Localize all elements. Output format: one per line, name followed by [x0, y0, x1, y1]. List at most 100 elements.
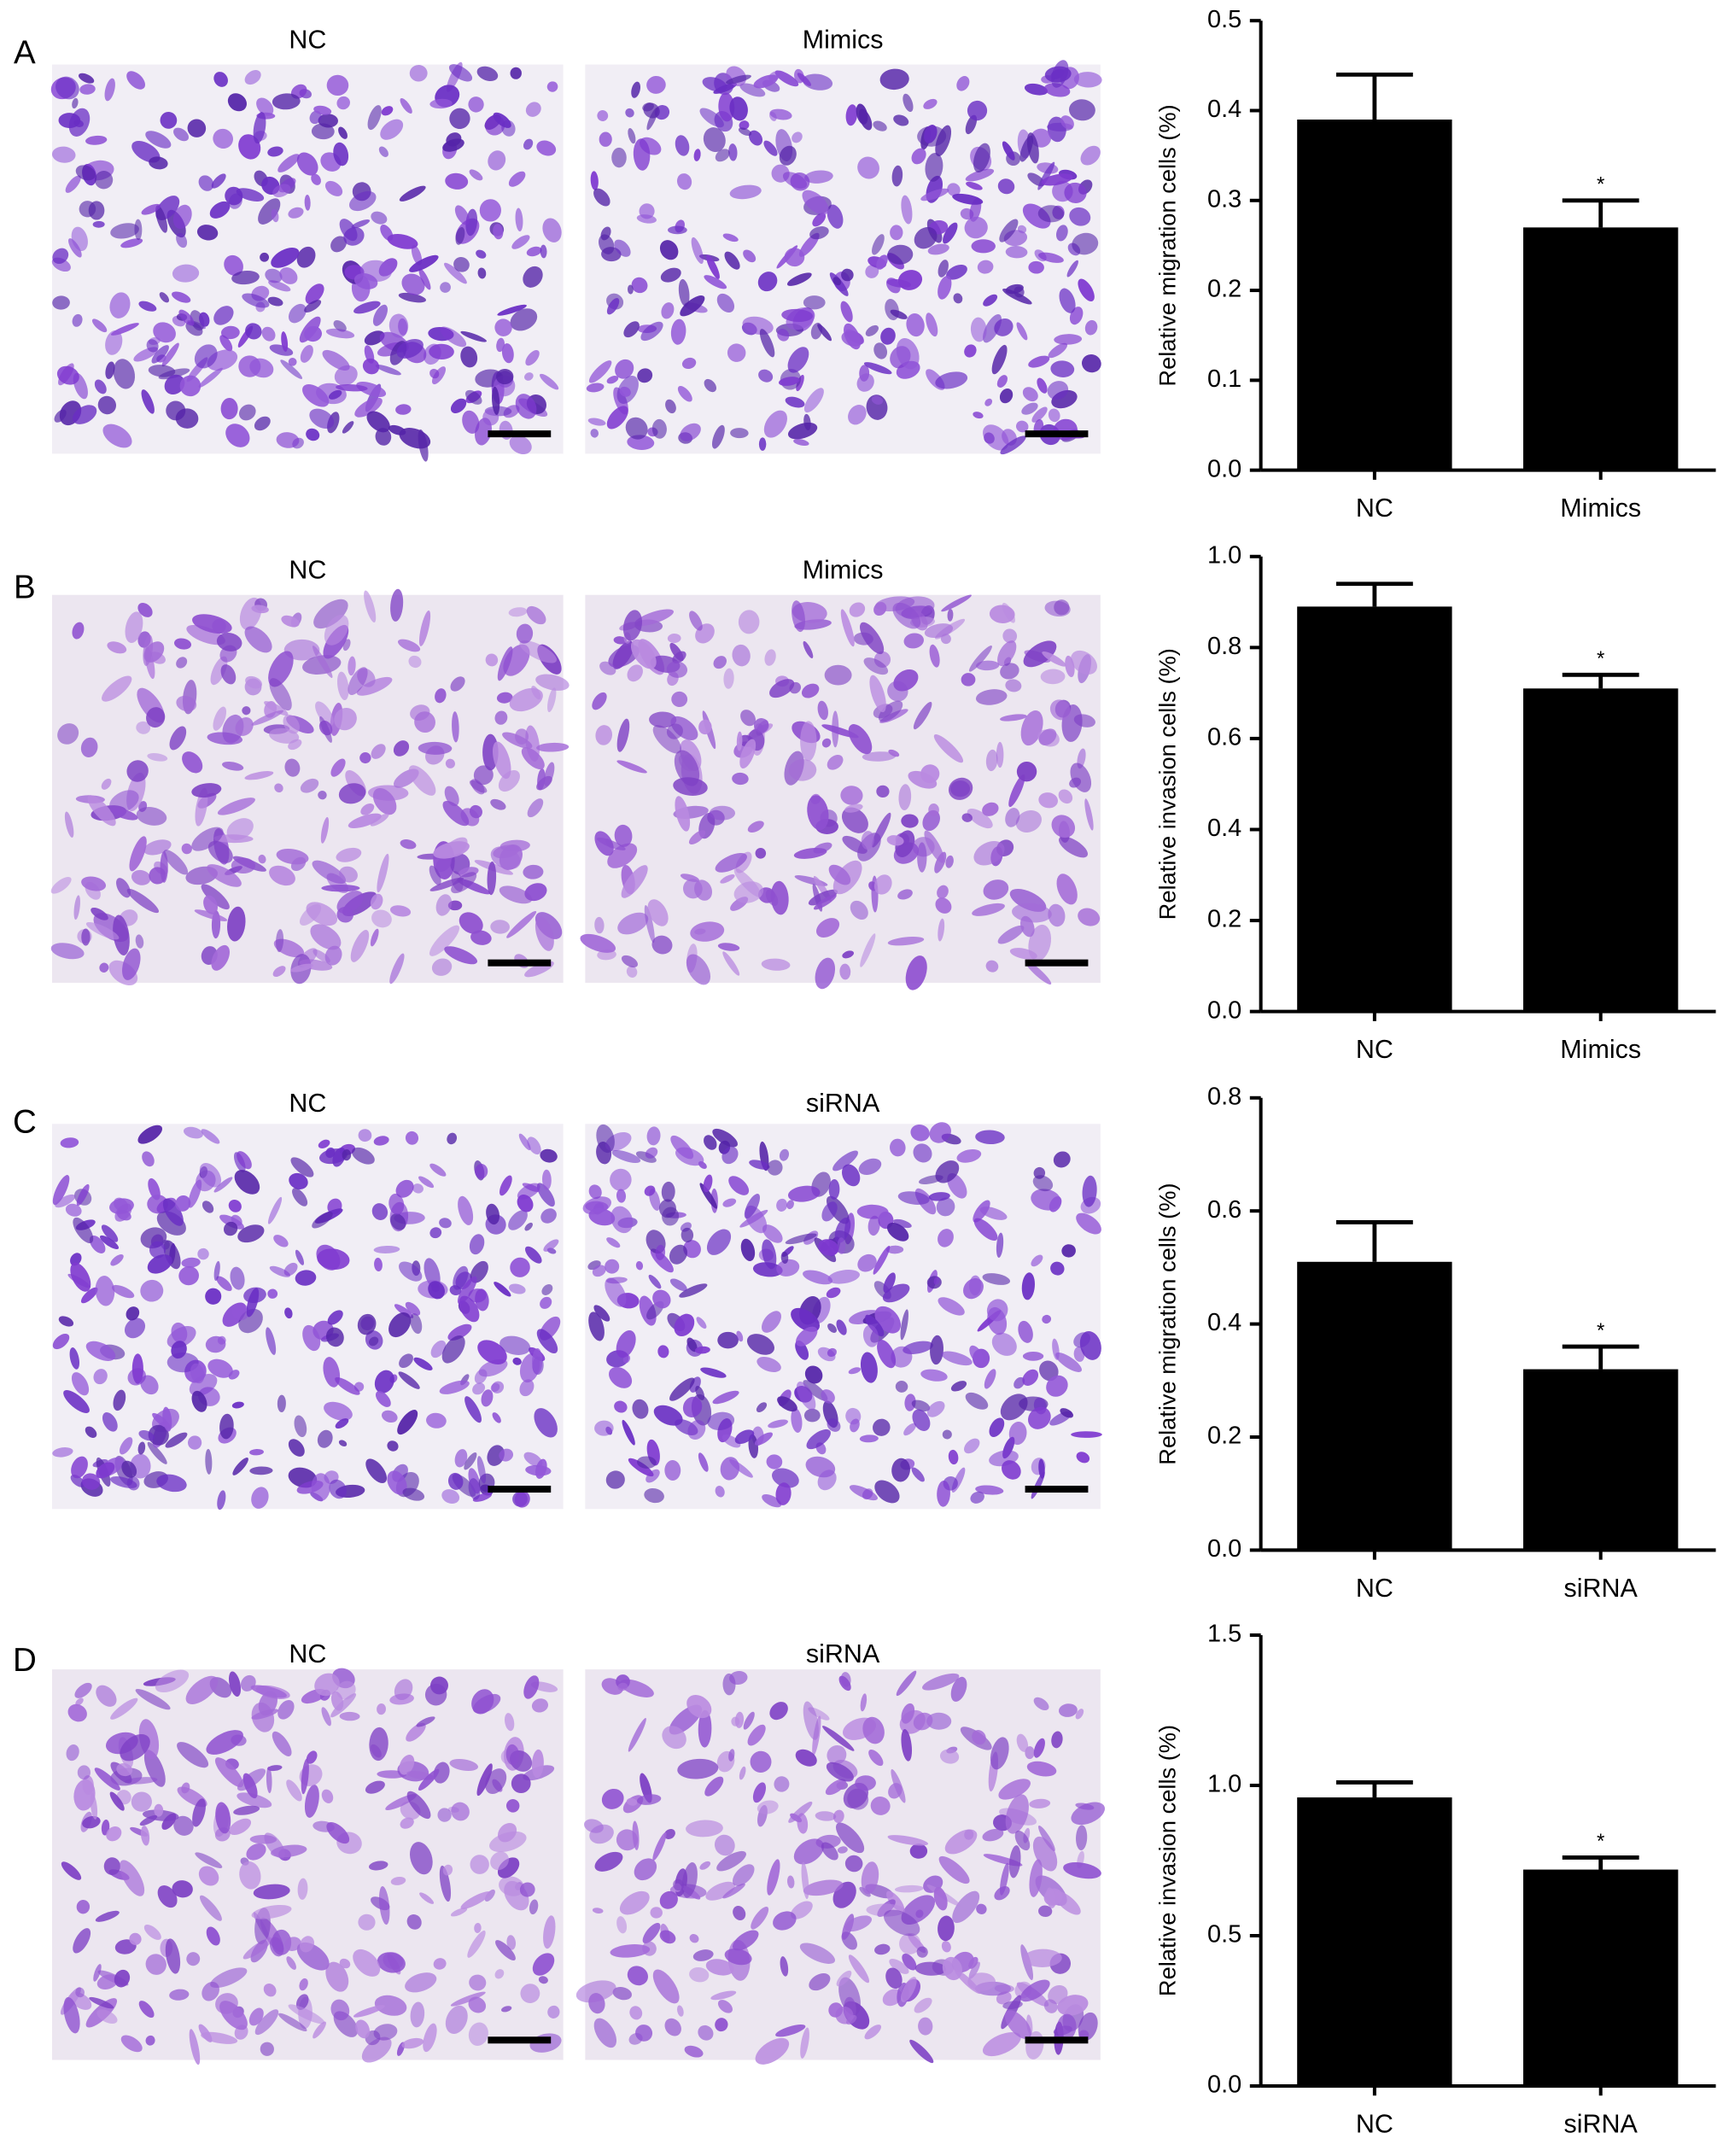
cell — [698, 1452, 709, 1472]
cell — [64, 811, 74, 838]
y-tick-label: 0.4 — [1207, 815, 1241, 842]
cell — [797, 73, 811, 86]
cell — [60, 1137, 79, 1148]
cell — [348, 190, 377, 212]
cell — [531, 686, 541, 700]
cell — [464, 1452, 477, 1470]
cell — [1028, 355, 1050, 368]
cell — [644, 904, 655, 944]
cell — [700, 1367, 727, 1378]
scale-bar — [488, 1486, 552, 1493]
cell — [1016, 420, 1029, 433]
cell — [889, 1959, 909, 1974]
cell — [451, 1802, 470, 1821]
cell — [723, 668, 734, 689]
cell — [102, 675, 132, 702]
cell — [506, 1935, 517, 1950]
micrograph — [585, 60, 1102, 455]
cell — [918, 2017, 933, 2036]
cell — [159, 292, 170, 303]
cell — [491, 386, 500, 416]
cell — [178, 1265, 200, 1286]
cell — [228, 1671, 242, 1697]
cell — [154, 1803, 164, 1817]
cell — [339, 1958, 351, 1969]
cell — [319, 716, 332, 743]
cell — [595, 725, 612, 745]
bar — [1523, 1369, 1679, 1551]
cell — [338, 126, 348, 139]
cell — [792, 600, 805, 633]
bar — [1523, 227, 1679, 470]
cell — [681, 1227, 694, 1243]
cell — [991, 1332, 1017, 1356]
cell — [1008, 1845, 1021, 1878]
cell — [198, 367, 223, 388]
cell — [886, 1222, 909, 1242]
cell — [1023, 640, 1057, 668]
cell — [785, 1233, 817, 1245]
cell — [277, 1394, 286, 1412]
cell — [429, 925, 460, 956]
cell — [808, 889, 838, 906]
cell — [705, 1959, 734, 1976]
cell — [1071, 1431, 1102, 1438]
cell — [140, 1279, 164, 1302]
cell — [715, 149, 730, 162]
cell — [201, 2031, 238, 2044]
cell — [418, 1768, 440, 1791]
cell — [942, 1429, 952, 1440]
cell — [358, 1914, 376, 1931]
cell — [486, 1203, 500, 1225]
cell — [728, 1749, 735, 1762]
cell — [964, 344, 977, 358]
cell — [304, 325, 322, 342]
cell — [1066, 260, 1078, 278]
cell — [936, 1197, 955, 1217]
cell — [374, 1258, 383, 1272]
cell — [449, 108, 470, 130]
cell — [137, 1441, 146, 1455]
cell — [244, 626, 272, 653]
cell — [173, 638, 192, 650]
cell — [593, 2018, 617, 2048]
cell — [925, 152, 943, 182]
cell — [305, 283, 324, 305]
cell — [353, 1949, 381, 1977]
cell — [635, 1151, 657, 1163]
cell — [405, 1131, 419, 1145]
cell — [526, 246, 542, 257]
cell — [1040, 669, 1066, 685]
cell — [676, 2005, 684, 2017]
cell — [1080, 145, 1101, 166]
cell — [1029, 1798, 1051, 1808]
cell — [913, 1143, 932, 1163]
cell — [378, 1885, 390, 1925]
cell — [288, 357, 297, 366]
cell — [439, 1218, 452, 1229]
cell — [372, 304, 388, 326]
cell — [388, 1193, 405, 1215]
cell — [146, 339, 159, 353]
cell — [1042, 1314, 1052, 1324]
cell — [169, 726, 187, 751]
cell — [231, 857, 256, 874]
cell — [739, 1766, 746, 1780]
cell — [207, 1358, 233, 1378]
cell — [965, 1392, 989, 1410]
cell — [800, 721, 817, 762]
cell — [429, 98, 453, 109]
cell — [283, 639, 320, 661]
cell — [191, 1390, 207, 1412]
cell — [364, 590, 377, 622]
cell — [104, 78, 115, 102]
cell — [475, 1163, 488, 1179]
cell — [610, 1168, 632, 1191]
cell — [408, 765, 436, 796]
cell — [430, 1340, 447, 1358]
cell — [758, 369, 774, 383]
cell — [903, 1423, 916, 1436]
cell — [312, 860, 347, 885]
cell — [1054, 1353, 1083, 1372]
cell — [1054, 599, 1070, 616]
